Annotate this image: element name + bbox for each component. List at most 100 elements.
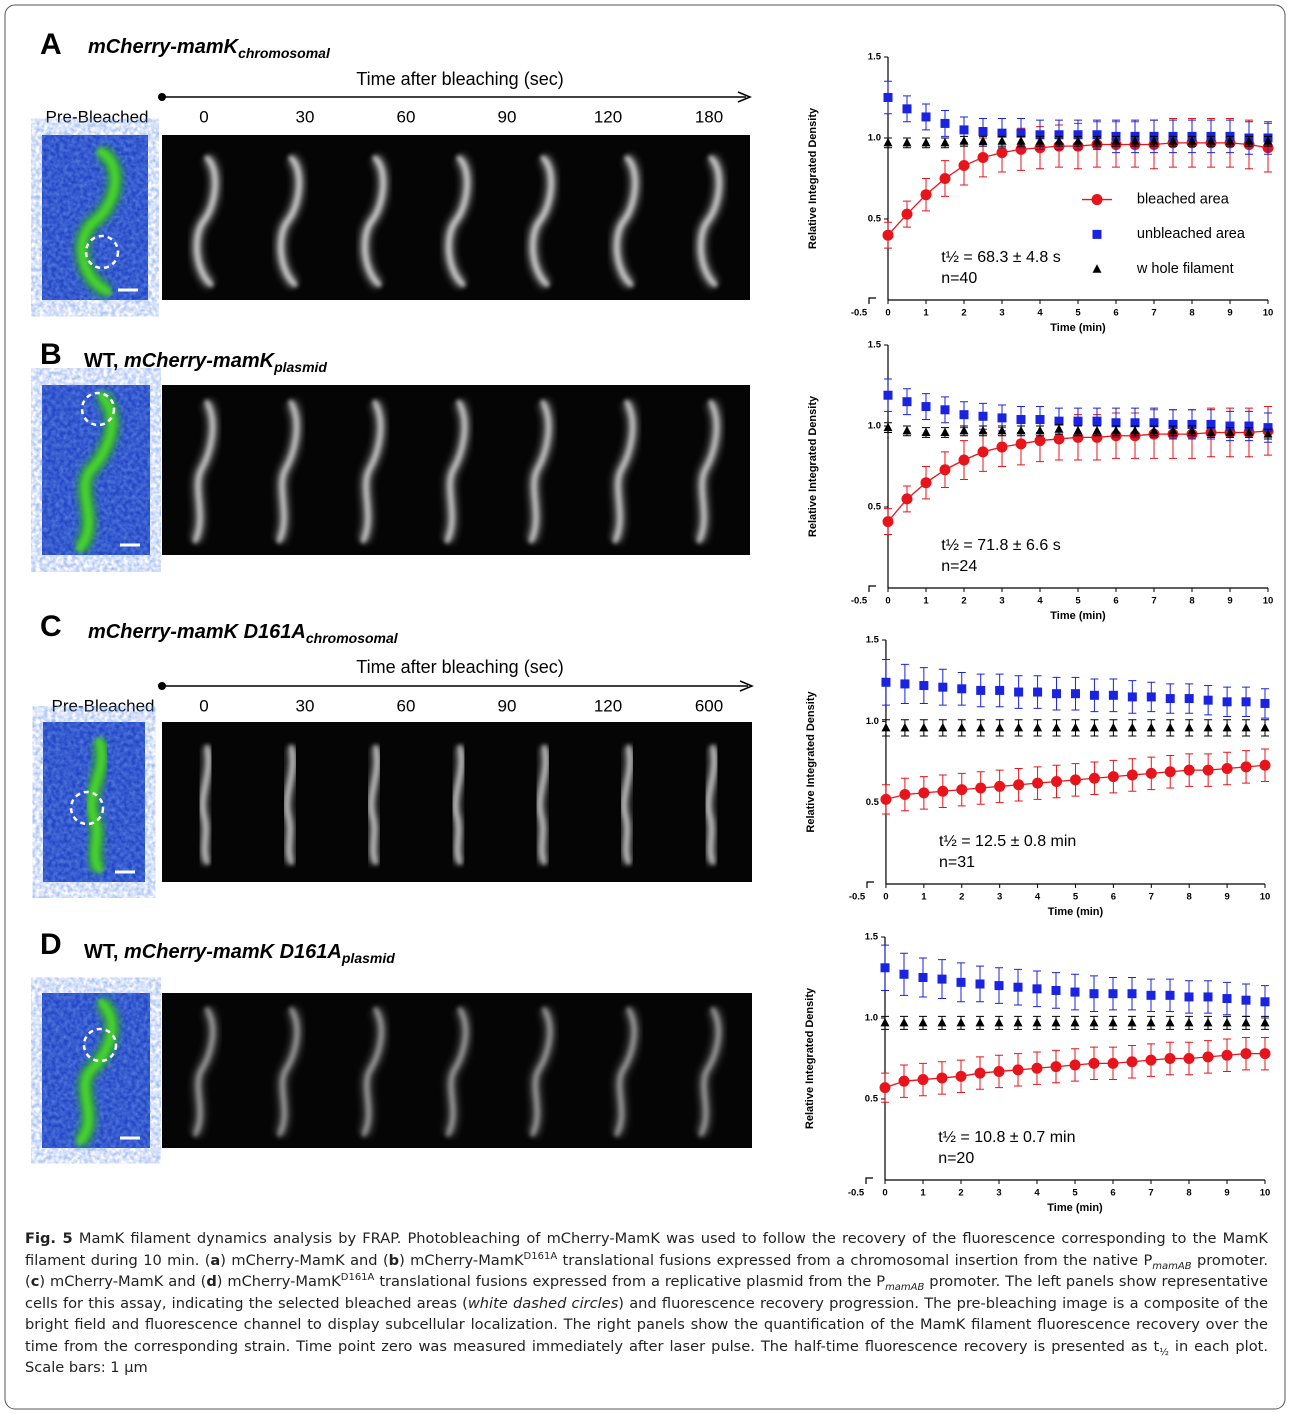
x-tick-label: 10 [1260,1188,1271,1199]
point [1051,1017,1061,1027]
point [1013,982,1023,992]
bleached-area-circle [84,234,120,270]
point [1035,415,1045,425]
x-axis-label: Time (min) [1050,610,1106,622]
title-sub: plasmid [341,950,395,966]
point [1184,722,1194,732]
point [1092,425,1102,435]
point [1164,1053,1176,1064]
filament-frame [706,744,717,865]
point [959,425,969,435]
caption-text: D161A [523,1250,558,1262]
y-tick-label: 1.5 [868,340,882,351]
point [1108,989,1118,999]
filament-green [87,737,106,874]
legend-marker [1091,194,1103,206]
time-arrow-head [739,680,754,692]
y-tick-label: 1.0 [865,1013,878,1024]
point [956,977,966,987]
filament-frame [192,1006,216,1137]
point [1244,427,1254,436]
point [994,780,1006,792]
x-tick-label: 7 [1151,596,1156,607]
y-axis-label: Relative Integrated Density [807,107,819,249]
point [883,137,893,147]
point [1187,419,1197,429]
x-tick-label: 6 [1113,596,1118,607]
point [1111,425,1121,435]
filament-frame [529,1006,553,1137]
point [1222,697,1232,707]
x-tick-label: 7 [1149,892,1154,903]
caption-text: in each plot. Scale bars: 1 μm [25,1337,1268,1377]
point [994,981,1004,991]
x-tick-label: 3 [999,308,1004,319]
caption-text: ½ [1159,1346,1169,1358]
point [1244,421,1254,431]
point [1184,694,1194,704]
point [902,397,912,407]
point [959,125,969,135]
time-axis-label: Time after bleaching (sec) [356,657,563,677]
point [1225,136,1235,145]
time-label: 60 [397,696,416,715]
caption-text: promoter. ( [25,1251,1268,1291]
point [882,516,894,528]
point [1221,1049,1233,1061]
point [902,137,912,147]
title-prefix: WT, [84,941,124,963]
x-tick-label: 5 [1072,1188,1078,1199]
filament-frame [200,744,211,865]
point [1092,416,1102,426]
point [937,974,947,984]
filament-green [75,998,116,1146]
point [1187,425,1197,435]
legend-label: w hole filament [1136,261,1234,277]
panel-label: C [40,610,62,643]
annotation: t½ = 10.8 ± 0.7 min [938,1129,1075,1146]
filament-frame [194,155,218,288]
filament-frame [612,399,636,544]
point [1089,989,1099,999]
x-tick-label: 0 [883,892,888,903]
point [1073,425,1083,435]
filament-frame [453,744,464,865]
point [880,1017,890,1027]
point [1260,698,1270,708]
panel-title: mCherry-mamKchromosomal [88,36,331,60]
point [975,979,985,989]
point [1032,1017,1042,1027]
point [958,160,970,172]
point [1130,418,1140,428]
point [918,1017,928,1027]
point [940,137,950,147]
filament-frame [361,1006,384,1137]
point [997,128,1007,138]
point [1165,694,1175,704]
annotation: t½ = 12.5 ± 0.8 min [939,833,1076,850]
point [900,679,910,689]
caption-text: ) mCherry-MamK and ( [220,1251,389,1269]
x-axis-label: Time (min) [1048,906,1104,918]
point [1092,130,1102,140]
point [1263,136,1273,145]
point [1149,136,1159,145]
point [1168,419,1178,429]
point [882,229,894,241]
caption-text: c [30,1273,40,1290]
x-tick-label: -0.5 [849,892,866,903]
point [959,136,969,145]
caption-text: ) mCherry-MamK [399,1251,524,1269]
point [994,1017,1004,1027]
bleached-area-circle [80,391,116,427]
filament-frame [278,155,302,288]
legend-label: bleached area [1137,191,1230,207]
point [939,173,951,184]
x-tick-label: 3 [999,596,1004,607]
panel-label: B [40,338,62,371]
point [1127,989,1137,999]
point [1107,1057,1119,1069]
caption-text: D161A [340,1272,375,1284]
filament-frame [537,744,549,865]
